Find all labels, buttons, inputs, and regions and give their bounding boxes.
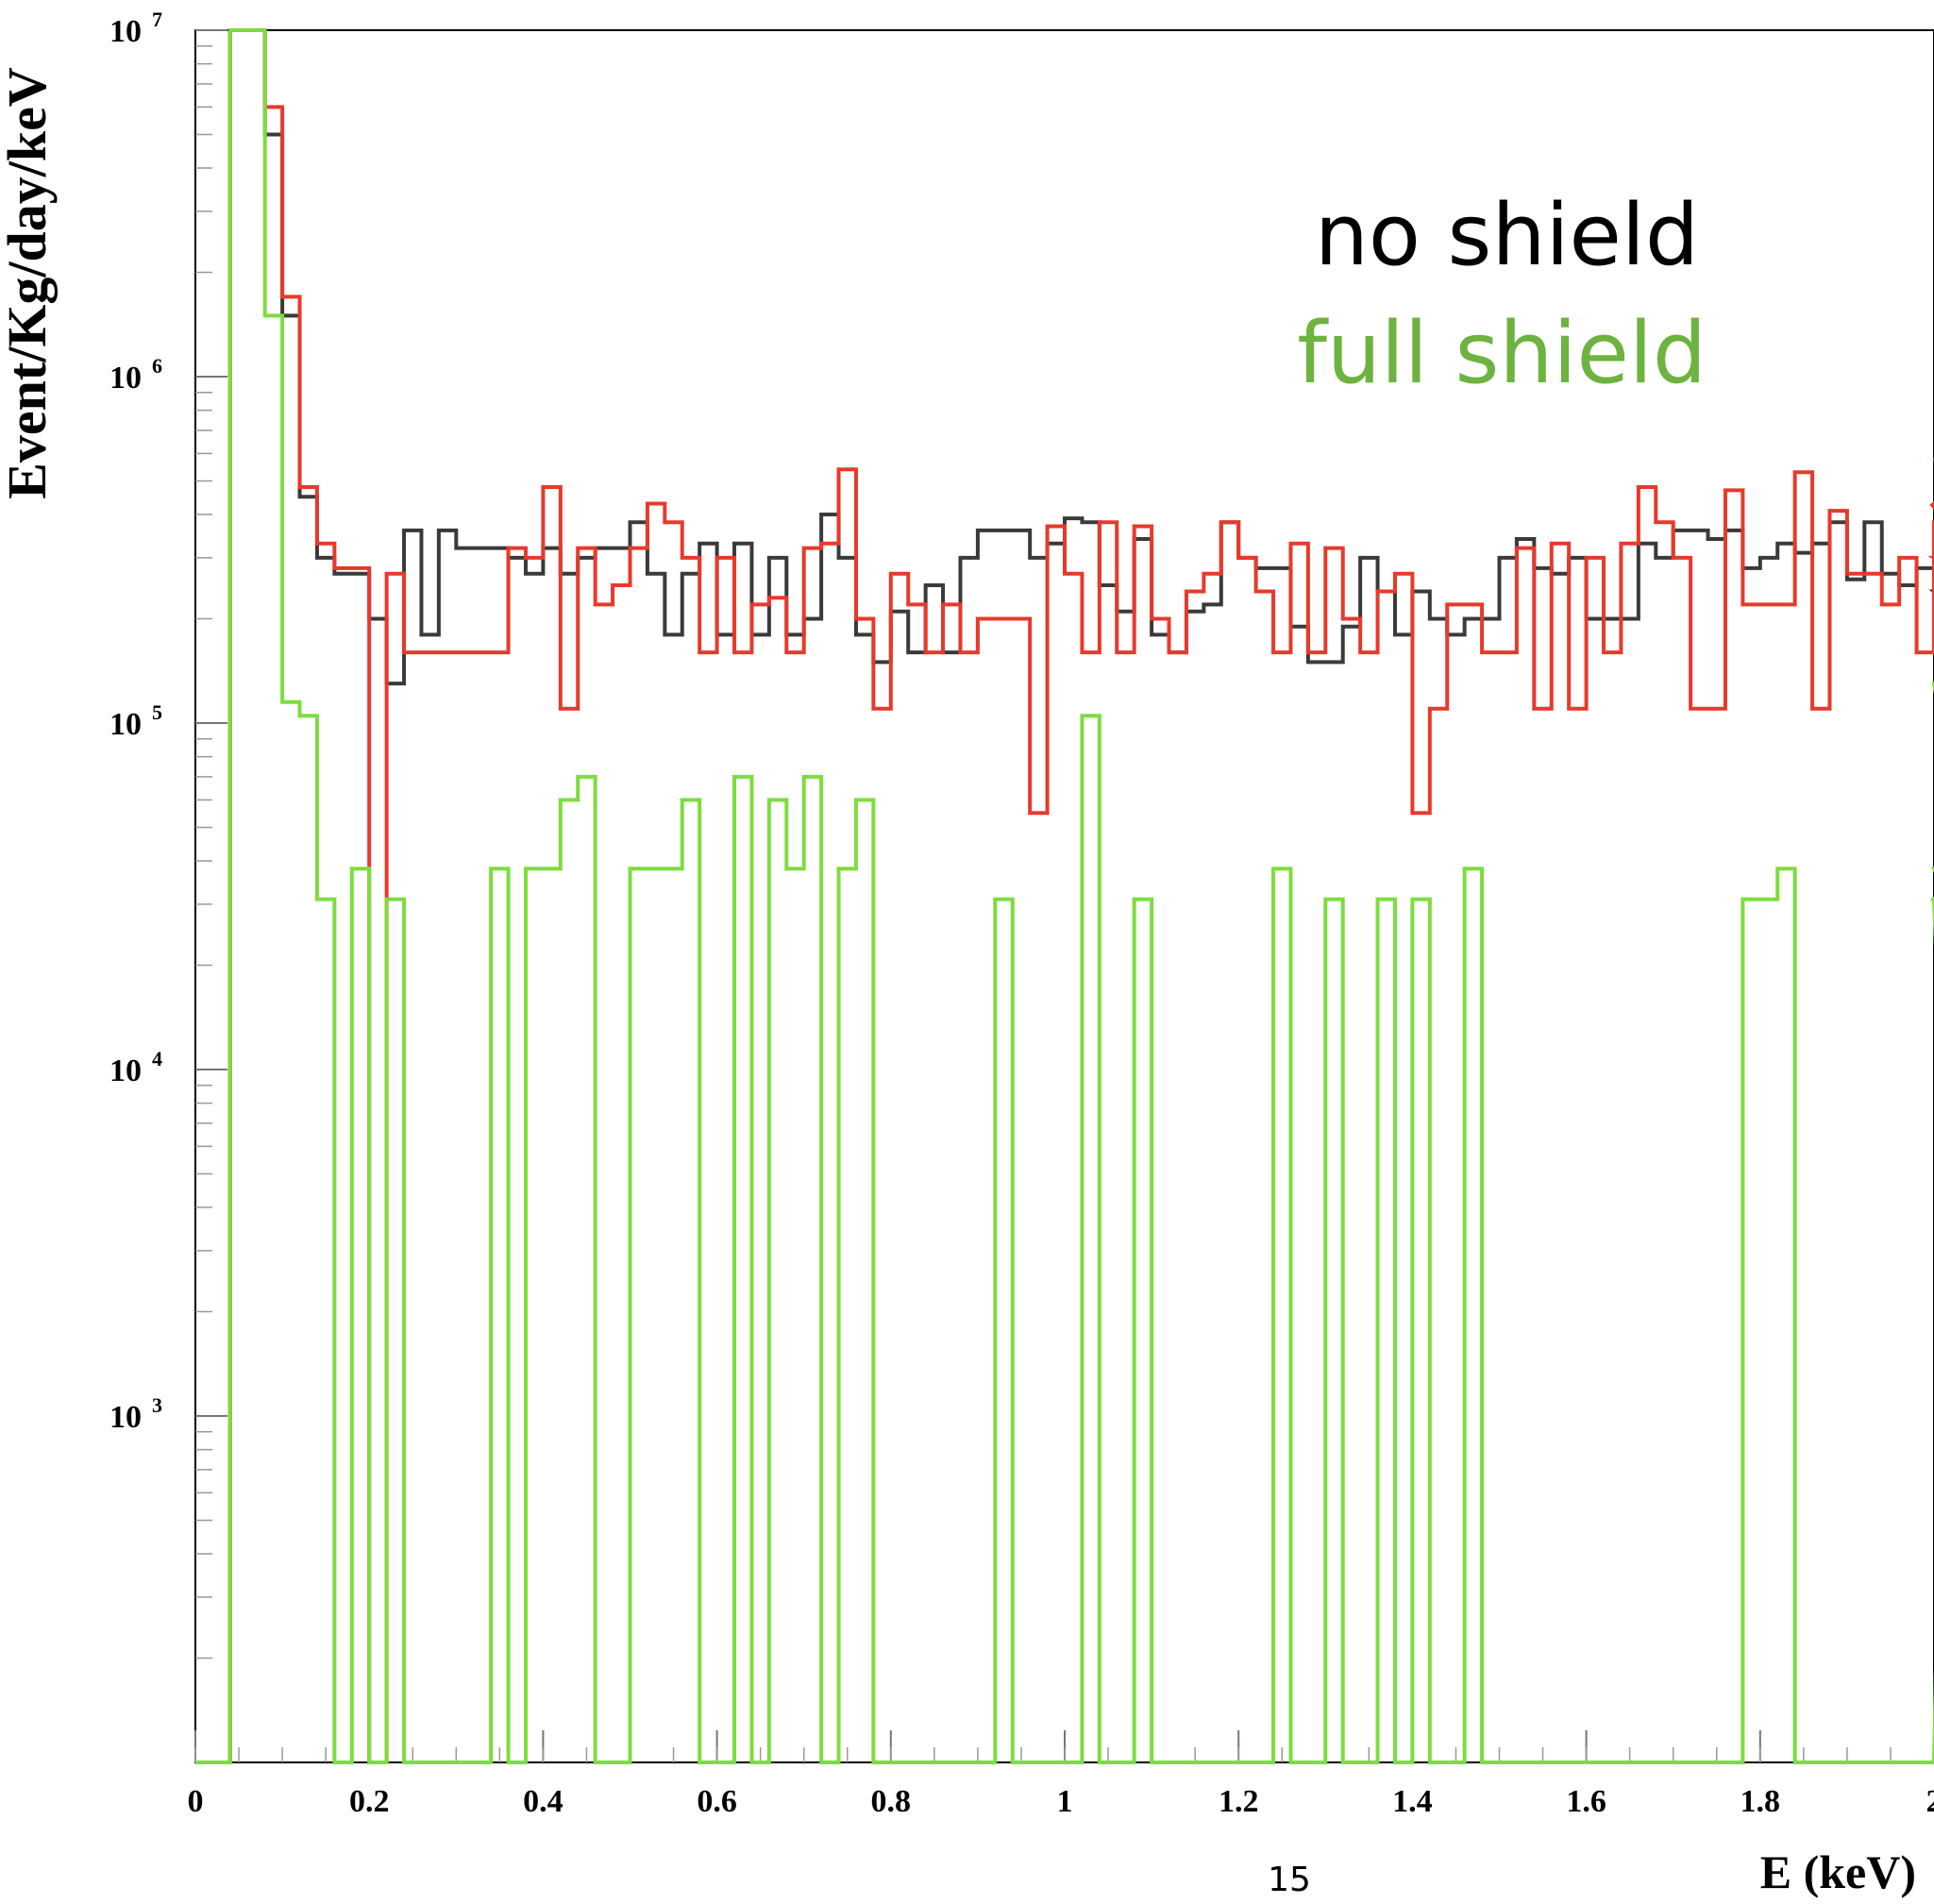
x-axis: 0 0.2 0.4 0.6 0.8 1 1.2 1.4 1.6 1.8 2 [188,1730,1934,1819]
x-axis-title: E (keV) [1760,1845,1916,1898]
y-tick-exponent: 7 [152,8,162,31]
series-line-0 [195,28,1934,1764]
y-axis: 10 3 10 4 10 5 10 6 10 7 [109,8,227,1435]
y-axis-minor-ticks [195,45,212,1660]
x-tick-label: 0.8 [871,1784,912,1819]
y-tick-exponent: 4 [152,1047,162,1070]
x-tick-label: 0.4 [523,1784,563,1819]
x-tick-label: 1.2 [1219,1784,1259,1819]
page-number: 15 [1268,1861,1311,1899]
y-axis-title: Event/Kg/day/keV [0,67,58,499]
y-tick-exponent: 6 [152,354,162,378]
y-tick-exponent: 3 [152,1393,162,1417]
x-tick-label: 1.8 [1741,1784,1781,1819]
legend-entry-no-shield: no shield [1315,186,1699,285]
series-layer [195,28,1934,1764]
series-line-1 [195,28,1934,1764]
x-tick-label: 1.6 [1566,1784,1606,1819]
x-tick-label: 1.4 [1392,1784,1433,1819]
x-tick-label: 0.2 [349,1784,390,1819]
x-tick-label: 2 [1926,1784,1934,1819]
x-tick-label: 0.6 [697,1784,737,1819]
legend-entry-full-shield: full shield [1297,304,1707,403]
x-tick-label: 0 [188,1784,204,1819]
series-line-2 [195,28,1934,1764]
y-tick-label: 10 [109,1400,142,1435]
y-tick-label: 10 [109,1053,142,1088]
y-tick-label: 10 [109,14,142,49]
plot-frame [194,29,1934,1763]
legend: no shield full shield [1297,186,1707,403]
y-tick-exponent: 5 [152,700,162,724]
y-tick-label: 10 [109,707,142,742]
x-tick-label: 1 [1057,1784,1073,1819]
y-tick-label: 10 [109,361,142,396]
